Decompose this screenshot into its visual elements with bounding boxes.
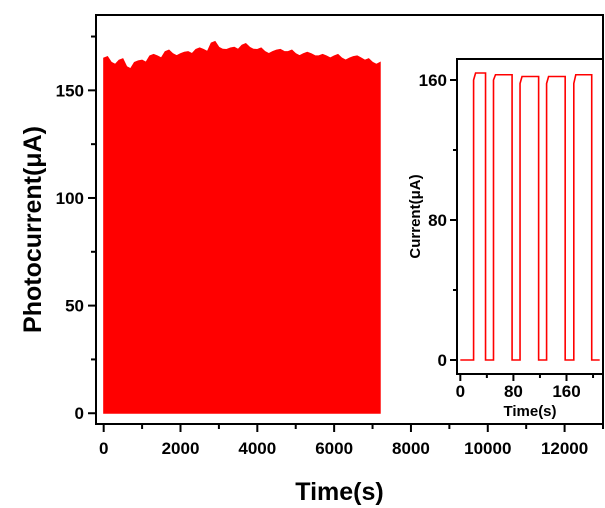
inset-y-tick-label: 80 — [428, 211, 447, 230]
x-tick-label: 12000 — [541, 439, 588, 458]
y-tick-label: 100 — [56, 189, 84, 208]
inset-background — [457, 59, 603, 374]
inset-chart: 0 80 160 0 80 160 Time(s) Current(μA) — [407, 58, 604, 420]
inset-y-tick-label: 160 — [419, 71, 447, 90]
x-tick-label: 2000 — [162, 439, 200, 458]
inset-x-tick-label: 0 — [456, 382, 465, 401]
x-tick-label: 10000 — [464, 439, 511, 458]
inset-x-tick-label: 160 — [552, 382, 580, 401]
inset-x-tick-label: 80 — [504, 382, 523, 401]
x-tick-label: 0 — [99, 439, 108, 458]
inset-x-axis-title: Time(s) — [503, 403, 556, 420]
inset-frame — [456, 58, 604, 375]
x-tick-label: 6000 — [315, 439, 353, 458]
x-axis-title: Time(s) — [295, 478, 383, 506]
y-tick-label: 0 — [75, 404, 84, 423]
y-tick-label: 150 — [56, 81, 84, 100]
inset-y-tick-label: 0 — [438, 351, 447, 370]
y-axis-title: Photocurrent(μA) — [19, 126, 47, 333]
photocurrent-area — [103, 40, 381, 414]
inset-y-axis-title: Current(μA) — [407, 174, 424, 258]
current-trace — [460, 72, 600, 361]
x-tick-label: 4000 — [238, 439, 276, 458]
x-tick-label: 8000 — [392, 439, 430, 458]
main-chart: 0 2000 4000 6000 8000 10000 12000050100150Time… — [19, 14, 604, 506]
y-tick-label: 50 — [65, 297, 84, 316]
